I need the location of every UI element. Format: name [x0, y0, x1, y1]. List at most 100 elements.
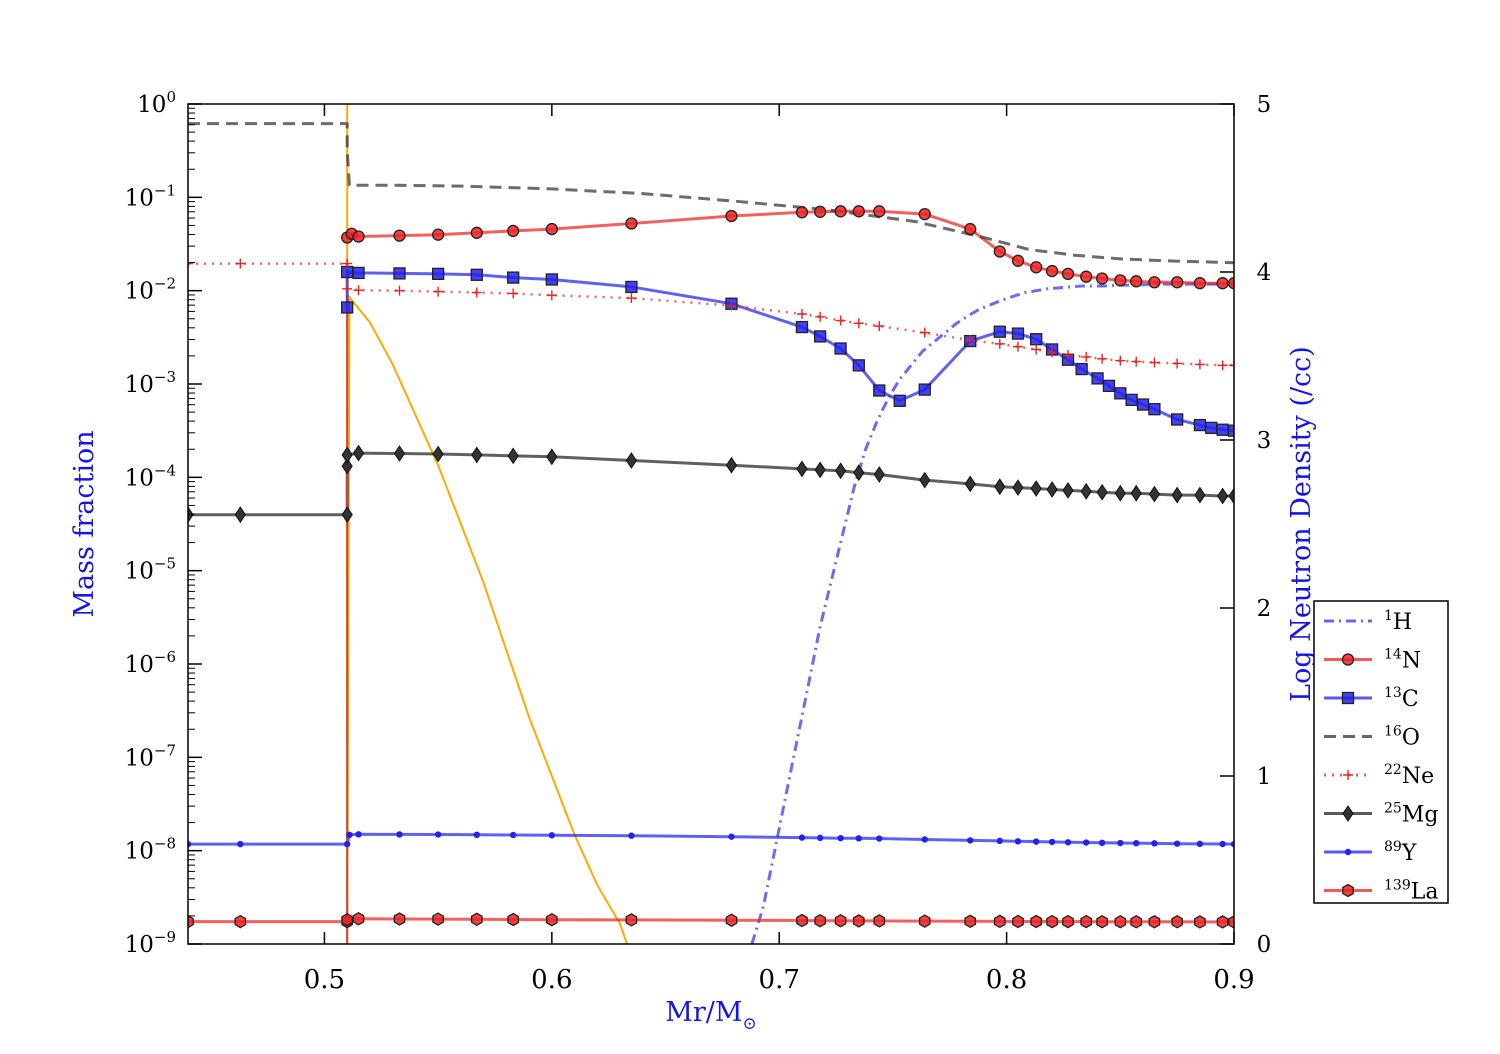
data-point-139La — [188, 914, 194, 929]
data-point-139La — [393, 912, 406, 926]
data-point-139La — [625, 913, 638, 927]
data-point-25Mg — [341, 446, 353, 464]
data-point-14N — [964, 222, 977, 236]
data-point-139La — [1096, 914, 1108, 929]
data-point-139La — [1062, 914, 1074, 929]
data-point-22Ne — [342, 283, 353, 294]
data-point-22Ne — [433, 286, 444, 297]
data-point-13C — [834, 342, 847, 355]
data-point-13C — [1011, 327, 1025, 340]
data-point-89Y — [816, 834, 824, 842]
data-point-22Ne — [1149, 357, 1160, 368]
data-point-14N — [431, 228, 445, 241]
y2-tick-label: 5 — [1257, 92, 1272, 118]
data-point-25Mg — [853, 464, 865, 482]
data-point-14N — [1227, 277, 1234, 290]
data-point-89Y — [996, 837, 1003, 845]
data-point-89Y — [1032, 838, 1040, 845]
data-point-13C — [352, 266, 365, 280]
data-point-22Ne — [1194, 359, 1205, 370]
legend-label-16O: 16O — [1384, 724, 1420, 751]
x-tick-label: 0.7 — [759, 965, 800, 995]
data-point-13C — [1102, 379, 1116, 393]
data-point-25Mg — [1171, 486, 1183, 504]
data-point-89Y — [728, 833, 735, 840]
data-point-14N — [470, 226, 483, 239]
data-point-22Ne — [1115, 355, 1126, 366]
data-point-14N — [1216, 277, 1229, 290]
data-point-14N — [993, 245, 1006, 258]
data-point-22Ne — [1131, 356, 1142, 367]
data-point-22Ne — [1217, 360, 1228, 371]
data-point-14N — [1045, 264, 1059, 278]
data-point-25Mg — [432, 445, 444, 463]
legend-marker-14N — [1341, 653, 1355, 666]
data-point-14N — [1080, 270, 1093, 283]
data-point-25Mg — [234, 506, 246, 524]
data-point-25Mg — [625, 452, 638, 469]
data-point-25Mg — [1194, 486, 1206, 504]
data-point-14N — [918, 207, 931, 221]
y2-tick-label: 0 — [1257, 932, 1272, 958]
data-point-139La — [1080, 914, 1093, 929]
data-point-22Ne — [626, 293, 637, 304]
data-point-14N — [352, 230, 365, 243]
data-point-89Y — [188, 840, 192, 848]
y2-tick-label: 4 — [1257, 260, 1272, 286]
data-point-139La — [1012, 914, 1024, 929]
data-point-25Mg — [1012, 479, 1024, 497]
data-point-25Mg — [352, 444, 365, 462]
series-line-1H — [750, 282, 1234, 944]
series-line-13C — [345, 270, 1234, 433]
data-point-14N — [873, 205, 886, 218]
data-point-22Ne — [815, 311, 826, 322]
data-point-25Mg — [546, 448, 558, 466]
y-tick-label: 10−1 — [125, 181, 176, 211]
y-tick-label: 10−6 — [125, 648, 176, 678]
data-point-139La — [1148, 915, 1161, 929]
data-point-22Ne — [235, 258, 246, 269]
data-point-89Y — [1064, 839, 1072, 846]
data-point-22Ne — [1012, 341, 1023, 352]
data-point-14N — [725, 209, 738, 223]
data-point-13C — [393, 267, 406, 280]
data-point-14N — [625, 217, 638, 230]
series-layer — [188, 104, 1234, 944]
data-point-14N — [1011, 254, 1025, 267]
data-point-89Y — [1014, 838, 1022, 845]
data-point-89Y — [509, 831, 517, 839]
data-point-13C — [1136, 398, 1150, 411]
data-point-89Y — [1048, 838, 1056, 846]
data-point-89Y — [396, 831, 403, 838]
legend-label-22Ne: 22Ne — [1384, 762, 1434, 789]
data-point-89Y — [855, 835, 863, 842]
data-point-89Y — [1151, 840, 1158, 847]
data-point-25Mg — [341, 457, 353, 475]
data-point-139La — [1046, 914, 1058, 929]
data-point-13C — [625, 280, 638, 294]
data-point-13C — [873, 384, 886, 397]
data-point-13C — [1216, 423, 1229, 436]
data-point-14N — [1030, 261, 1043, 274]
data-point-139La — [1030, 914, 1043, 929]
data-point-13C — [1125, 393, 1138, 407]
data-point-25Mg — [919, 471, 931, 489]
data-point-139La — [796, 913, 808, 928]
data-point-22Ne — [471, 287, 482, 298]
data-point-89Y — [1098, 839, 1106, 847]
data-point-25Mg — [1046, 481, 1058, 498]
y2-axis-label: Log Neutron Density (/cc) — [1286, 346, 1317, 702]
y-tick-label: 10−7 — [125, 741, 176, 771]
data-point-25Mg — [1062, 481, 1074, 499]
data-point-89Y — [1133, 840, 1140, 847]
data-point-13C — [893, 394, 906, 407]
data-point-139La — [993, 914, 1006, 929]
data-point-14N — [545, 222, 558, 236]
data-point-14N — [1061, 267, 1075, 281]
y-tick-label: 10−2 — [125, 275, 176, 305]
data-point-13C — [795, 320, 809, 334]
data-point-25Mg — [1130, 484, 1142, 502]
y-axis-label: Mass fraction — [69, 430, 100, 617]
data-point-13C — [1091, 372, 1104, 385]
